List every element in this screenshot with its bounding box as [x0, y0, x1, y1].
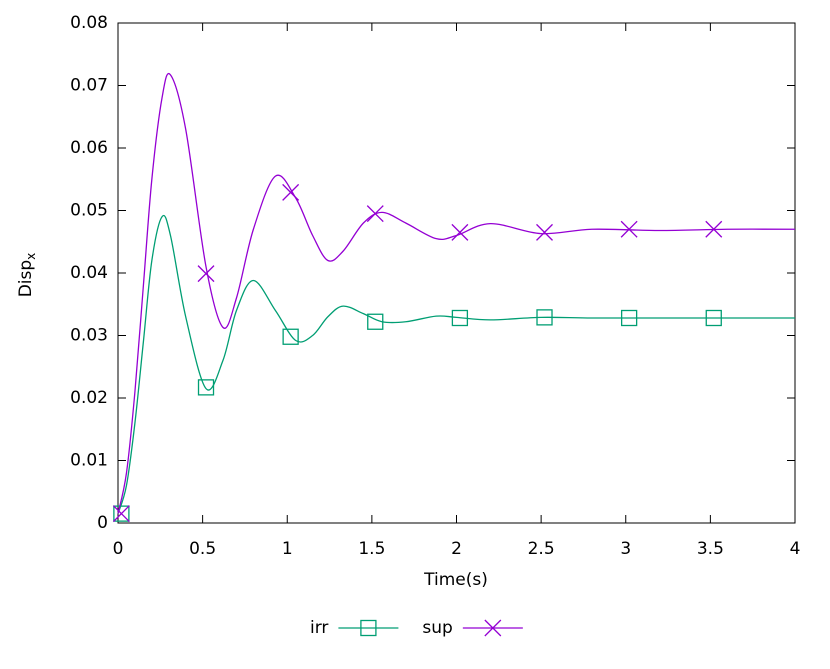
y-tick-label: 0.08: [70, 13, 108, 33]
x-tick-label: 3.5: [697, 539, 724, 559]
series-line: [117, 73, 796, 514]
point-marker: [282, 183, 300, 201]
point-marker: [536, 309, 553, 326]
legend-label: sup: [422, 618, 452, 638]
point-marker: [705, 309, 722, 327]
x-axis-label: Time(s): [423, 570, 488, 590]
point-marker: [536, 223, 553, 241]
point-marker: [620, 309, 638, 327]
x-tick-label: 1: [282, 539, 293, 559]
y-axis-label: Dispx: [16, 253, 38, 298]
x-tick-label: 4: [790, 539, 801, 559]
plot-frame: [117, 22, 796, 524]
point-marker: [451, 223, 469, 241]
point-marker: [705, 220, 723, 238]
x-tick-label: 2.5: [528, 539, 555, 559]
point-marker: [197, 379, 215, 396]
y-tick-label: 0.07: [70, 76, 108, 96]
legend-marker: [484, 619, 502, 637]
x-tick-label: 1.5: [358, 539, 385, 559]
point-marker: [197, 265, 215, 283]
y-axis-label-sub: x: [24, 253, 38, 260]
x-tick-label: 2: [451, 539, 462, 559]
x-tick-label: 0.5: [189, 539, 216, 559]
y-tick-label: 0.03: [70, 326, 108, 346]
y-axis-label-main: Disp: [16, 260, 36, 297]
legend-marker: [360, 619, 377, 637]
y-tick-label: 0.04: [70, 263, 108, 283]
point-marker: [112, 505, 130, 523]
y-tick-label: 0: [97, 513, 108, 533]
point-marker: [620, 220, 638, 238]
y-tick-label: 0.01: [70, 451, 108, 471]
point-marker: [451, 309, 469, 327]
series-line: [117, 214, 795, 514]
y-tick-label: 0.06: [70, 138, 108, 158]
x-tick-label: 3: [620, 539, 631, 559]
point-marker: [282, 328, 299, 345]
y-tick-label: 0.05: [70, 201, 108, 221]
x-tick-label: 0: [113, 539, 124, 559]
point-marker: [367, 313, 384, 330]
point-marker: [366, 205, 384, 223]
point-marker: [113, 505, 130, 522]
y-tick-label: 0.02: [70, 388, 108, 408]
legend-label: irr: [310, 618, 328, 638]
